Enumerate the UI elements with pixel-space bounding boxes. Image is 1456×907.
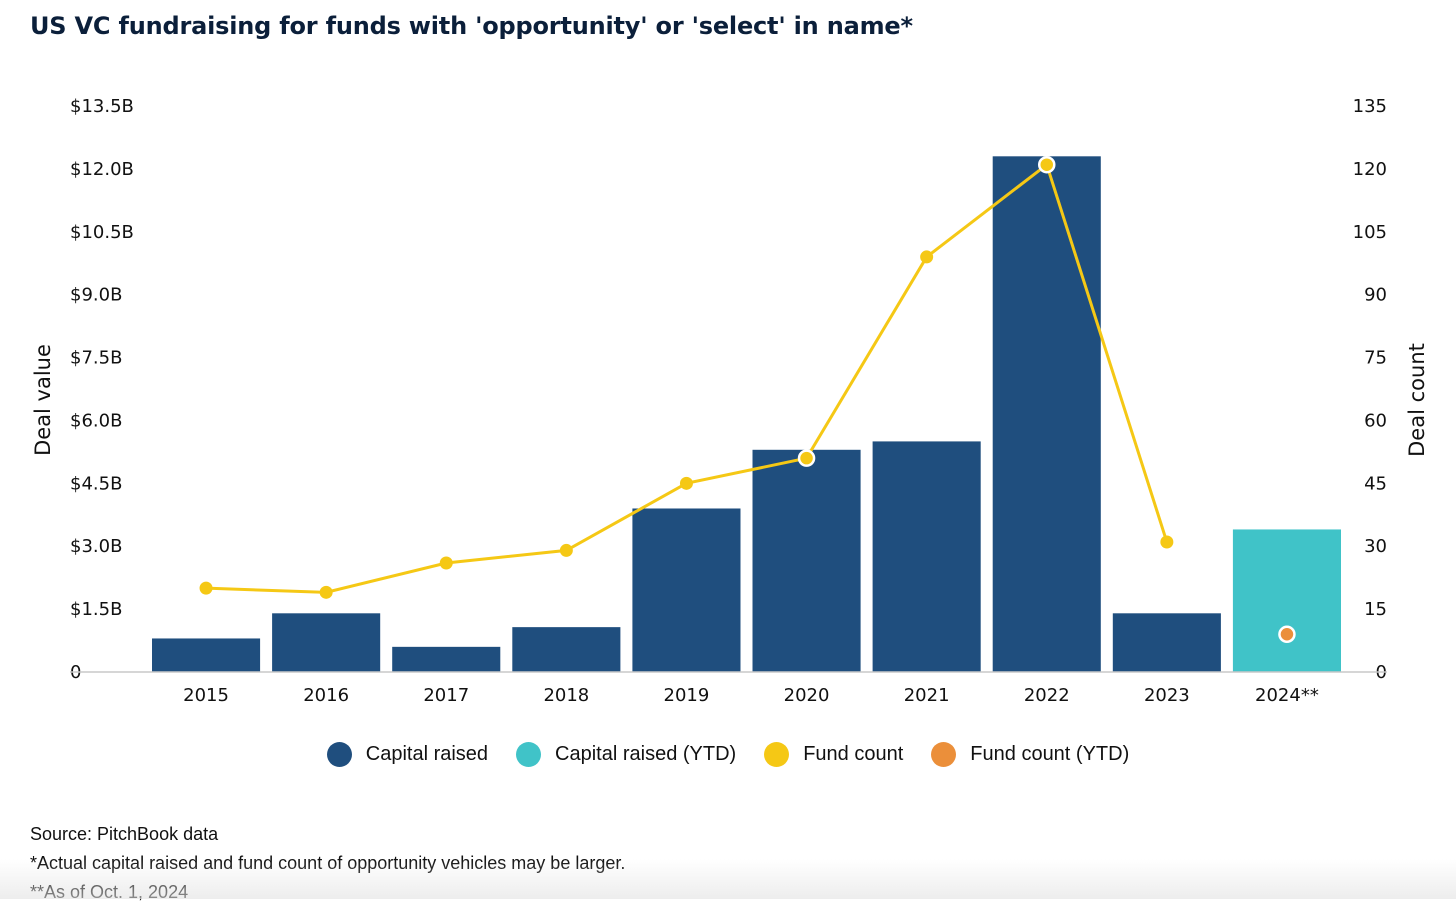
fund-count-point (1160, 535, 1174, 549)
x-tick-label: 2023 (1144, 685, 1190, 706)
fund-count-point (797, 449, 816, 467)
legend-item-capital-raised-ytd: Capital raised (YTD) (516, 742, 736, 767)
fund-count-point (319, 585, 333, 599)
x-tick-label: 2018 (543, 685, 589, 706)
legend-item-fund-count: Fund count (764, 742, 903, 767)
fund-count-point (920, 250, 934, 264)
right-tick-label: 135 (1353, 96, 1387, 117)
bar-capital-raised (272, 613, 381, 672)
bar-capital-raised (1112, 613, 1221, 672)
footnote-actual-capital: *Actual capital raised and fund count of… (30, 853, 626, 873)
left-tick-label: $9.0B (70, 285, 122, 306)
bar-capital-raised (512, 627, 621, 672)
bar-capital-raised (392, 646, 501, 672)
x-tick-label: 2020 (784, 685, 830, 706)
x-axis-ticks: 2015 2016 2017 2018 2019 2020 2021 2022 2023 2024… (183, 685, 1319, 706)
fund-count-line (199, 155, 1296, 644)
bar-capital-raised (632, 508, 741, 672)
legend-swatch-capital-raised (326, 742, 352, 767)
left-tick-label: $13.5B (70, 96, 134, 117)
left-tick-label: $7.5B (70, 348, 122, 369)
x-tick-label: 2022 (1024, 685, 1070, 706)
left-tick-label: $4.5B (70, 473, 122, 494)
footnote-as-of-date: **As of Oct. 1, 2024 (30, 882, 189, 902)
legend: Capital raised Capital raised (YTD) Fund… (0, 742, 1456, 767)
fund-count-point (559, 543, 573, 557)
legend-item-fund-count-ytd: Fund count (YTD) (931, 742, 1129, 767)
legend-swatch-fund-count-ytd (931, 742, 957, 767)
fund-count-point (679, 476, 693, 490)
right-tick-label: 30 (1364, 536, 1387, 557)
left-axis-title: Deal value (31, 344, 55, 456)
bar-capital-raised (752, 449, 861, 672)
chart-title: US VC fundraising for funds with 'opport… (30, 12, 913, 40)
left-tick-label: $10.5B (70, 222, 134, 243)
right-tick-label: 75 (1364, 348, 1387, 369)
x-tick-label: 2024** (1255, 685, 1319, 706)
bars (152, 156, 1341, 673)
x-tick-label: 2021 (904, 685, 950, 706)
right-tick-label: 15 (1364, 599, 1387, 620)
legend-swatch-fund-count (764, 742, 790, 767)
right-tick-label: 120 (1353, 159, 1387, 180)
legend-label-fund-count: Fund count (803, 743, 904, 765)
left-tick-label: $3.0B (70, 536, 122, 557)
bar-capital-raised (992, 156, 1101, 673)
fund-count-point (199, 581, 213, 595)
x-tick-label: 2015 (183, 685, 229, 706)
right-axis-title: Deal count (1405, 343, 1429, 457)
legend-label-capital-raised: Capital raised (365, 743, 489, 765)
left-tick-label: $1.5B (70, 599, 122, 620)
footnotes: Source: PitchBook data *Actual capital r… (30, 820, 625, 907)
fund-count-point (439, 556, 453, 570)
legend-label-fund-count-ytd: Fund count (YTD) (970, 743, 1130, 765)
right-tick-label: 105 (1353, 222, 1387, 243)
bar-capital-raised (872, 441, 981, 672)
left-axis-ticks: 0$1.5B$3.0B$4.5B$6.0B$7.5B$9.0B$10.5B$12… (70, 96, 134, 683)
x-tick-label: 2019 (664, 685, 710, 706)
bar-capital-raised (152, 638, 261, 672)
legend-swatch-capital-raised-ytd (516, 742, 542, 767)
left-tick-label: $12.0B (70, 159, 134, 180)
chart-canvas: 0$1.5B$3.0B$4.5B$6.0B$7.5B$9.0B$10.5B$12… (31, 96, 1429, 706)
right-tick-label: 45 (1364, 473, 1387, 494)
fund-count-ytd-point (1278, 625, 1296, 644)
right-tick-label: 90 (1364, 285, 1387, 306)
x-tick-label: 2016 (303, 685, 349, 706)
source-note: Source: PitchBook data (30, 824, 219, 844)
x-tick-label: 2017 (423, 685, 469, 706)
right-tick-label: 60 (1364, 410, 1387, 431)
legend-label-capital-raised-ytd: Capital raised (YTD) (555, 743, 737, 765)
legend-item-capital-raised: Capital raised (326, 742, 489, 767)
fund-count-point (1038, 155, 1056, 174)
bar-capital-raised-ytd (1232, 529, 1341, 672)
left-tick-label: $6.0B (70, 410, 122, 431)
